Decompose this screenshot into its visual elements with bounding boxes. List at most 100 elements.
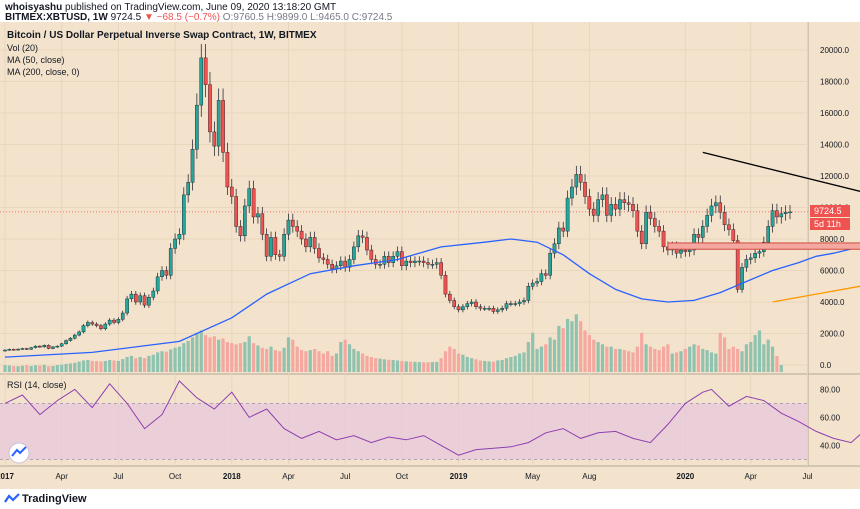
volume-bar: [173, 348, 176, 372]
volume-bar: [610, 347, 613, 372]
price-chart[interactable]: 20000.018000.016000.014000.012000.010000…: [0, 22, 860, 489]
tradingview-logo-icon[interactable]: [4, 492, 20, 506]
volume-bar: [121, 359, 124, 372]
volume-bar: [723, 337, 726, 372]
candle-body: [714, 203, 717, 206]
candle-body: [496, 310, 499, 312]
candle-body: [378, 264, 381, 265]
candle-body: [126, 299, 129, 313]
candle-body: [156, 277, 159, 291]
volume-bar: [444, 351, 447, 372]
candle-body: [710, 206, 713, 215]
volume-bar: [487, 361, 490, 372]
candle-body: [309, 237, 312, 246]
candle-body: [82, 326, 85, 332]
volume-bar: [130, 356, 133, 372]
candle-body: [413, 261, 416, 263]
volume-bar: [291, 340, 294, 372]
volume-bar: [143, 358, 146, 372]
volume-bar: [549, 337, 552, 372]
volume-bar: [256, 345, 259, 372]
candle-body: [383, 256, 386, 264]
candle-body: [291, 220, 294, 226]
volume-bar: [426, 362, 429, 372]
candle-body: [440, 263, 443, 276]
volume-bar: [34, 365, 37, 372]
volume-bar: [736, 349, 739, 372]
candle-body: [269, 237, 272, 256]
volume-bar: [627, 351, 630, 372]
candle-body: [187, 182, 190, 195]
volume-bar: [570, 321, 573, 372]
candle-body: [483, 308, 486, 309]
volume-bar: [658, 350, 661, 372]
volume-bar: [749, 342, 752, 372]
volume-bar: [653, 349, 656, 372]
volume-bar: [217, 340, 220, 372]
candle-body: [514, 304, 517, 305]
volume-bar: [623, 350, 626, 372]
time-tick-label: Apr: [745, 472, 758, 481]
candle-body: [25, 348, 28, 349]
volume-bar: [99, 361, 102, 372]
volume-bar: [435, 362, 438, 372]
candle-body: [457, 307, 460, 310]
volume-bar: [662, 347, 665, 372]
volume-bar: [283, 348, 286, 372]
volume-bar: [631, 352, 634, 372]
candle-body: [562, 228, 565, 231]
time-tick-label: 2017: [0, 472, 14, 481]
volume-bar: [178, 347, 181, 372]
candle-body: [614, 204, 617, 209]
volume-bar: [317, 351, 320, 372]
candle-body: [243, 206, 246, 236]
volume-bar: [413, 362, 416, 372]
candle-body: [147, 297, 150, 305]
candle-body: [104, 324, 107, 329]
candle-body: [160, 271, 163, 277]
time-tick-label: Apr: [282, 472, 295, 481]
volume-bar: [304, 351, 307, 372]
volume-bar: [221, 339, 224, 372]
candle-body: [492, 308, 495, 311]
candle-body: [732, 230, 735, 241]
candle-body: [470, 302, 473, 304]
candle-body: [754, 253, 757, 258]
volume-bar: [544, 344, 547, 372]
volume-bar: [261, 348, 264, 372]
indicator-label-vol: Vol (20): [7, 43, 38, 53]
volume-bar: [191, 337, 194, 372]
candle-body: [178, 234, 181, 239]
volume-bar: [400, 361, 403, 372]
time-tick-label: Jul: [340, 472, 350, 481]
volume-bar: [501, 360, 504, 372]
volume-bar: [108, 360, 111, 372]
volume-bar: [64, 364, 67, 372]
tradingview-brand[interactable]: TradingView: [22, 493, 87, 505]
volume-bar: [326, 351, 329, 372]
candle-body: [522, 300, 525, 302]
volume-bar: [152, 355, 155, 372]
candle-body: [95, 324, 98, 326]
volume-bar: [265, 349, 268, 372]
volume-bar: [771, 347, 774, 372]
rsi-tick-label: 40.00: [820, 441, 841, 450]
rsi-label: RSI (14, close): [7, 380, 67, 390]
volume-bar: [243, 342, 246, 372]
volume-bar: [200, 330, 203, 372]
volume-bar: [740, 351, 743, 372]
volume-bar: [767, 340, 770, 372]
volume-bar: [309, 350, 312, 372]
candle-body: [43, 345, 46, 347]
volume-bar: [605, 347, 608, 372]
candle-body: [47, 345, 50, 348]
volume-bar: [727, 349, 730, 372]
volume-bar: [514, 356, 517, 372]
candle-body: [165, 271, 168, 276]
volume-bar: [69, 363, 72, 372]
volume-bar: [553, 340, 556, 372]
candle-body: [313, 237, 316, 248]
volume-bar: [527, 342, 530, 372]
volume-bar: [147, 356, 150, 372]
volume-bar: [688, 347, 691, 372]
